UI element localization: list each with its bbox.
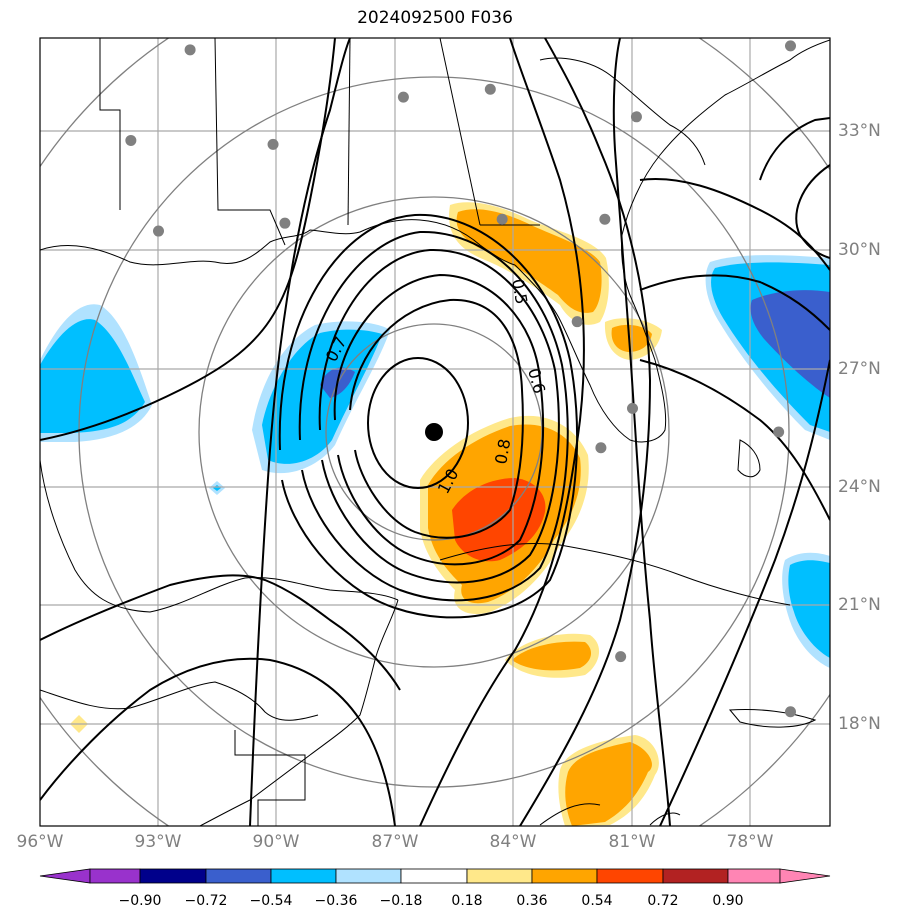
city-marker (785, 706, 796, 718)
contour-label: 0.8 (491, 437, 514, 465)
city-marker (615, 651, 627, 663)
colorbar-tick-label: −0.36 (314, 893, 358, 909)
city-marker (184, 44, 196, 56)
city-marker (630, 111, 642, 123)
city-marker (153, 225, 164, 237)
colorbar-tick-label: 0.54 (581, 893, 613, 909)
lon-label: 81°W (608, 832, 656, 852)
colorbar-tick-label: 0.18 (451, 893, 483, 909)
city-marker (125, 134, 137, 146)
coastlines (40, 38, 830, 826)
lon-label: 93°W (134, 832, 182, 852)
contour-label: 0.5 (508, 277, 531, 305)
lat-label: 30°N (838, 240, 881, 260)
lat-label: 21°N (838, 595, 881, 615)
city-marker (785, 40, 796, 52)
colorbar-tick-label: −0.54 (249, 893, 293, 909)
city-marker (595, 442, 607, 454)
contour-lines (40, 38, 830, 826)
colorbar-tick-label: −0.72 (184, 893, 228, 909)
city-marker (267, 138, 279, 150)
city-marker (599, 213, 611, 225)
city-marker (484, 83, 496, 95)
city-marker (279, 217, 291, 229)
city-marker (773, 426, 785, 438)
city-marker (496, 213, 508, 225)
colorbar (39, 868, 831, 884)
city-markers (125, 40, 796, 718)
lon-label: 87°W (371, 832, 419, 852)
city-marker (397, 91, 409, 103)
colorbar-tick-label: −0.90 (118, 893, 162, 909)
contour-label: 0.6 (524, 366, 549, 396)
lat-label: 27°N (838, 359, 881, 379)
map-frame (39, 37, 831, 827)
lon-label: 84°W (489, 832, 537, 852)
lon-label: 90°W (252, 832, 300, 852)
colorbar-tick-label: 0.36 (516, 893, 548, 909)
colorbar-tick-label: −0.18 (379, 893, 423, 909)
city-marker (571, 316, 583, 328)
lat-label: 18°N (838, 714, 881, 734)
colorbar-tick-label: 0.90 (712, 893, 744, 909)
colorbar-tick-label: 0.72 (647, 893, 679, 909)
lon-label: 78°W (726, 832, 774, 852)
lon-label: 96°W (16, 832, 64, 852)
lat-label: 33°N (838, 121, 881, 141)
map-title: 2024092500 F036 (357, 8, 513, 28)
colorbar-extend-high (779, 868, 831, 884)
colorbar-extend-low (39, 868, 91, 884)
city-marker (627, 402, 638, 414)
storm-center-marker (425, 423, 443, 441)
lat-label: 24°N (838, 477, 881, 497)
contour-innermost (367, 357, 469, 489)
